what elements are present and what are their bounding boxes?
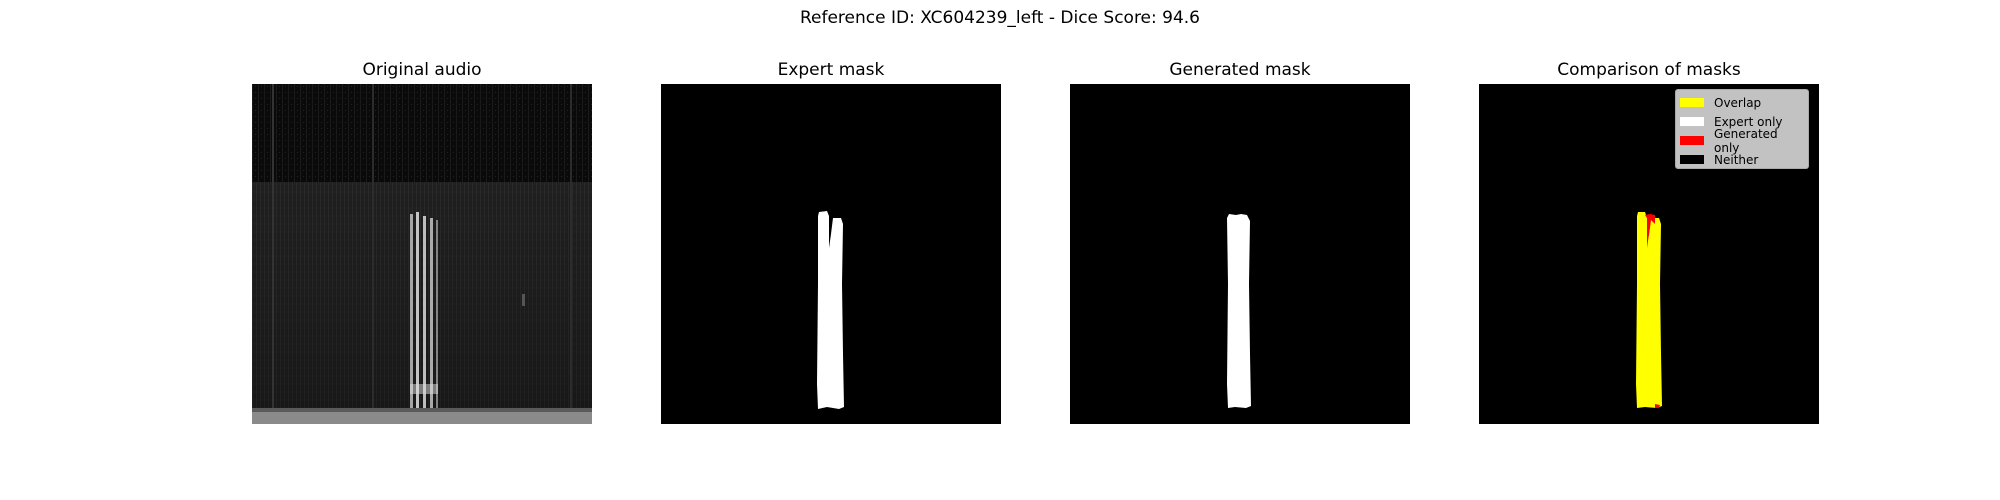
legend-item-generated-only: Generated only	[1680, 127, 1804, 155]
panel-title-expert-mask: Expert mask	[777, 60, 885, 80]
legend-swatch-neither	[1680, 155, 1704, 164]
expert-mask-shape	[817, 211, 844, 409]
legend-label: Overlap	[1714, 95, 1762, 110]
legend-swatch-expert-only	[1680, 117, 1704, 126]
generated-mask-image	[1070, 84, 1410, 424]
expert-mask-image	[661, 84, 1001, 424]
call-harmonic	[410, 214, 413, 414]
legend-item-expert-only: Expert only	[1680, 112, 1804, 131]
call-harmonic	[416, 212, 419, 417]
call-harmonic	[423, 216, 426, 416]
legend-swatch-overlap	[1680, 98, 1704, 107]
call-harmonic	[430, 218, 433, 416]
panel-title-original-audio: Original audio	[362, 60, 482, 80]
overlap-region	[1636, 212, 1662, 408]
spectrogram-image	[252, 84, 592, 424]
legend-label: Neither	[1714, 152, 1759, 167]
call-harmonic	[436, 220, 438, 415]
legend-label: Generated only	[1714, 126, 1778, 155]
figure-title: Reference ID: XC604239_left - Dice Score…	[799, 8, 1200, 28]
legend-swatch-generated-only	[1680, 136, 1704, 145]
legend-label: Expert only	[1714, 114, 1783, 129]
generated-mask-shape	[1227, 214, 1251, 408]
panel-title-generated-mask: Generated mask	[1169, 60, 1311, 80]
panel-title-comparison: Comparison of masks	[1557, 60, 1741, 80]
low-frequency-noise	[252, 412, 592, 424]
generated-only-region	[1645, 214, 1655, 248]
comparison-legend: Overlap Expert only Generated only Neith…	[1675, 89, 1809, 169]
spectrogram-upper-band	[252, 84, 592, 182]
legend-item-neither: Neither	[1680, 150, 1804, 169]
legend-item-overlap: Overlap	[1680, 93, 1804, 112]
